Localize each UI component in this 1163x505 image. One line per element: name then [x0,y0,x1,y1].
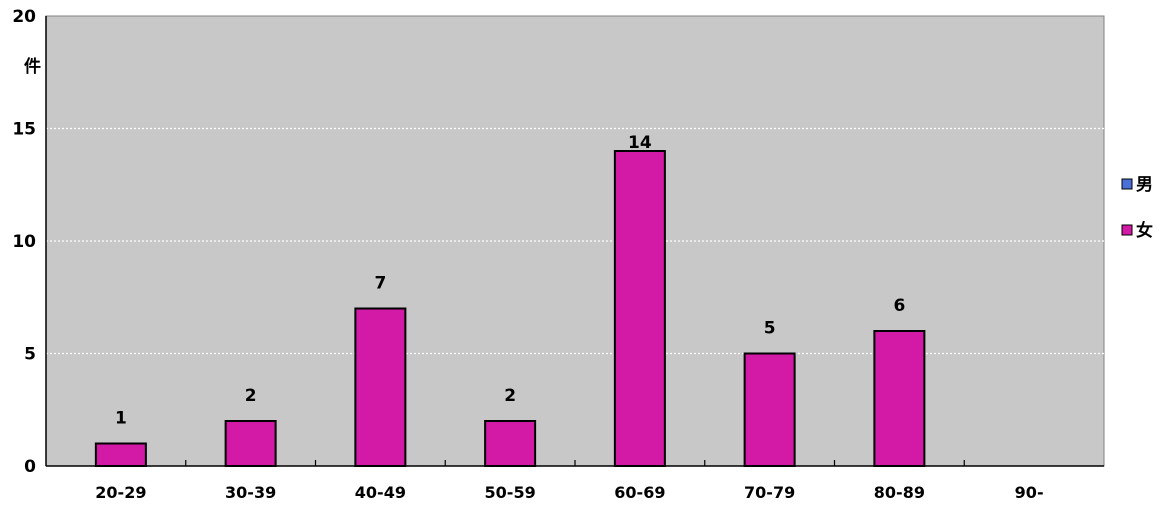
x-category-label: 60-69 [614,483,665,502]
bars [94,150,926,467]
legend-swatch [1121,224,1133,236]
data-label: 14 [628,133,652,153]
legend-label: 男 [1136,175,1153,195]
y-tick-label: 15 [12,120,36,140]
data-label: 7 [374,274,386,294]
y-tick-labels: 0 5 10 15 20 [12,7,36,477]
data-label: 5 [764,319,776,339]
x-ticks [185,460,965,466]
y-axis-unit-label: 件 [24,56,41,77]
y-tick-label: 10 [12,232,36,252]
x-category-label: 30-39 [225,483,276,502]
legend-label: 女 [1136,220,1153,241]
bar [354,307,407,467]
x-category-label: 70-79 [744,483,795,502]
y-tick-label: 5 [24,345,36,365]
bar [743,352,796,467]
bar [94,442,147,467]
y-tick-label: 0 [24,457,36,477]
data-label: 2 [504,386,516,406]
x-category-label: 20-29 [95,483,146,502]
data-label: 6 [893,296,905,316]
bar [613,150,666,467]
legend-swatch [1121,178,1133,190]
y-tick-label: 20 [12,7,36,27]
gridlines [46,127,1104,355]
x-category-label: 80-89 [874,483,925,502]
bar [224,420,277,467]
bar [484,420,537,467]
data-label: 1 [115,409,127,429]
category-labels: 20-29 30-39 40-49 50-59 60-69 70-79 80-89 90- [95,483,1043,502]
x-category-label: 50-59 [485,483,536,502]
x-category-label: 40-49 [355,483,406,502]
bar [873,330,926,467]
data-label: 2 [245,386,257,406]
legend: 男女 [1121,175,1153,241]
x-category-label: 90- [1015,483,1044,502]
